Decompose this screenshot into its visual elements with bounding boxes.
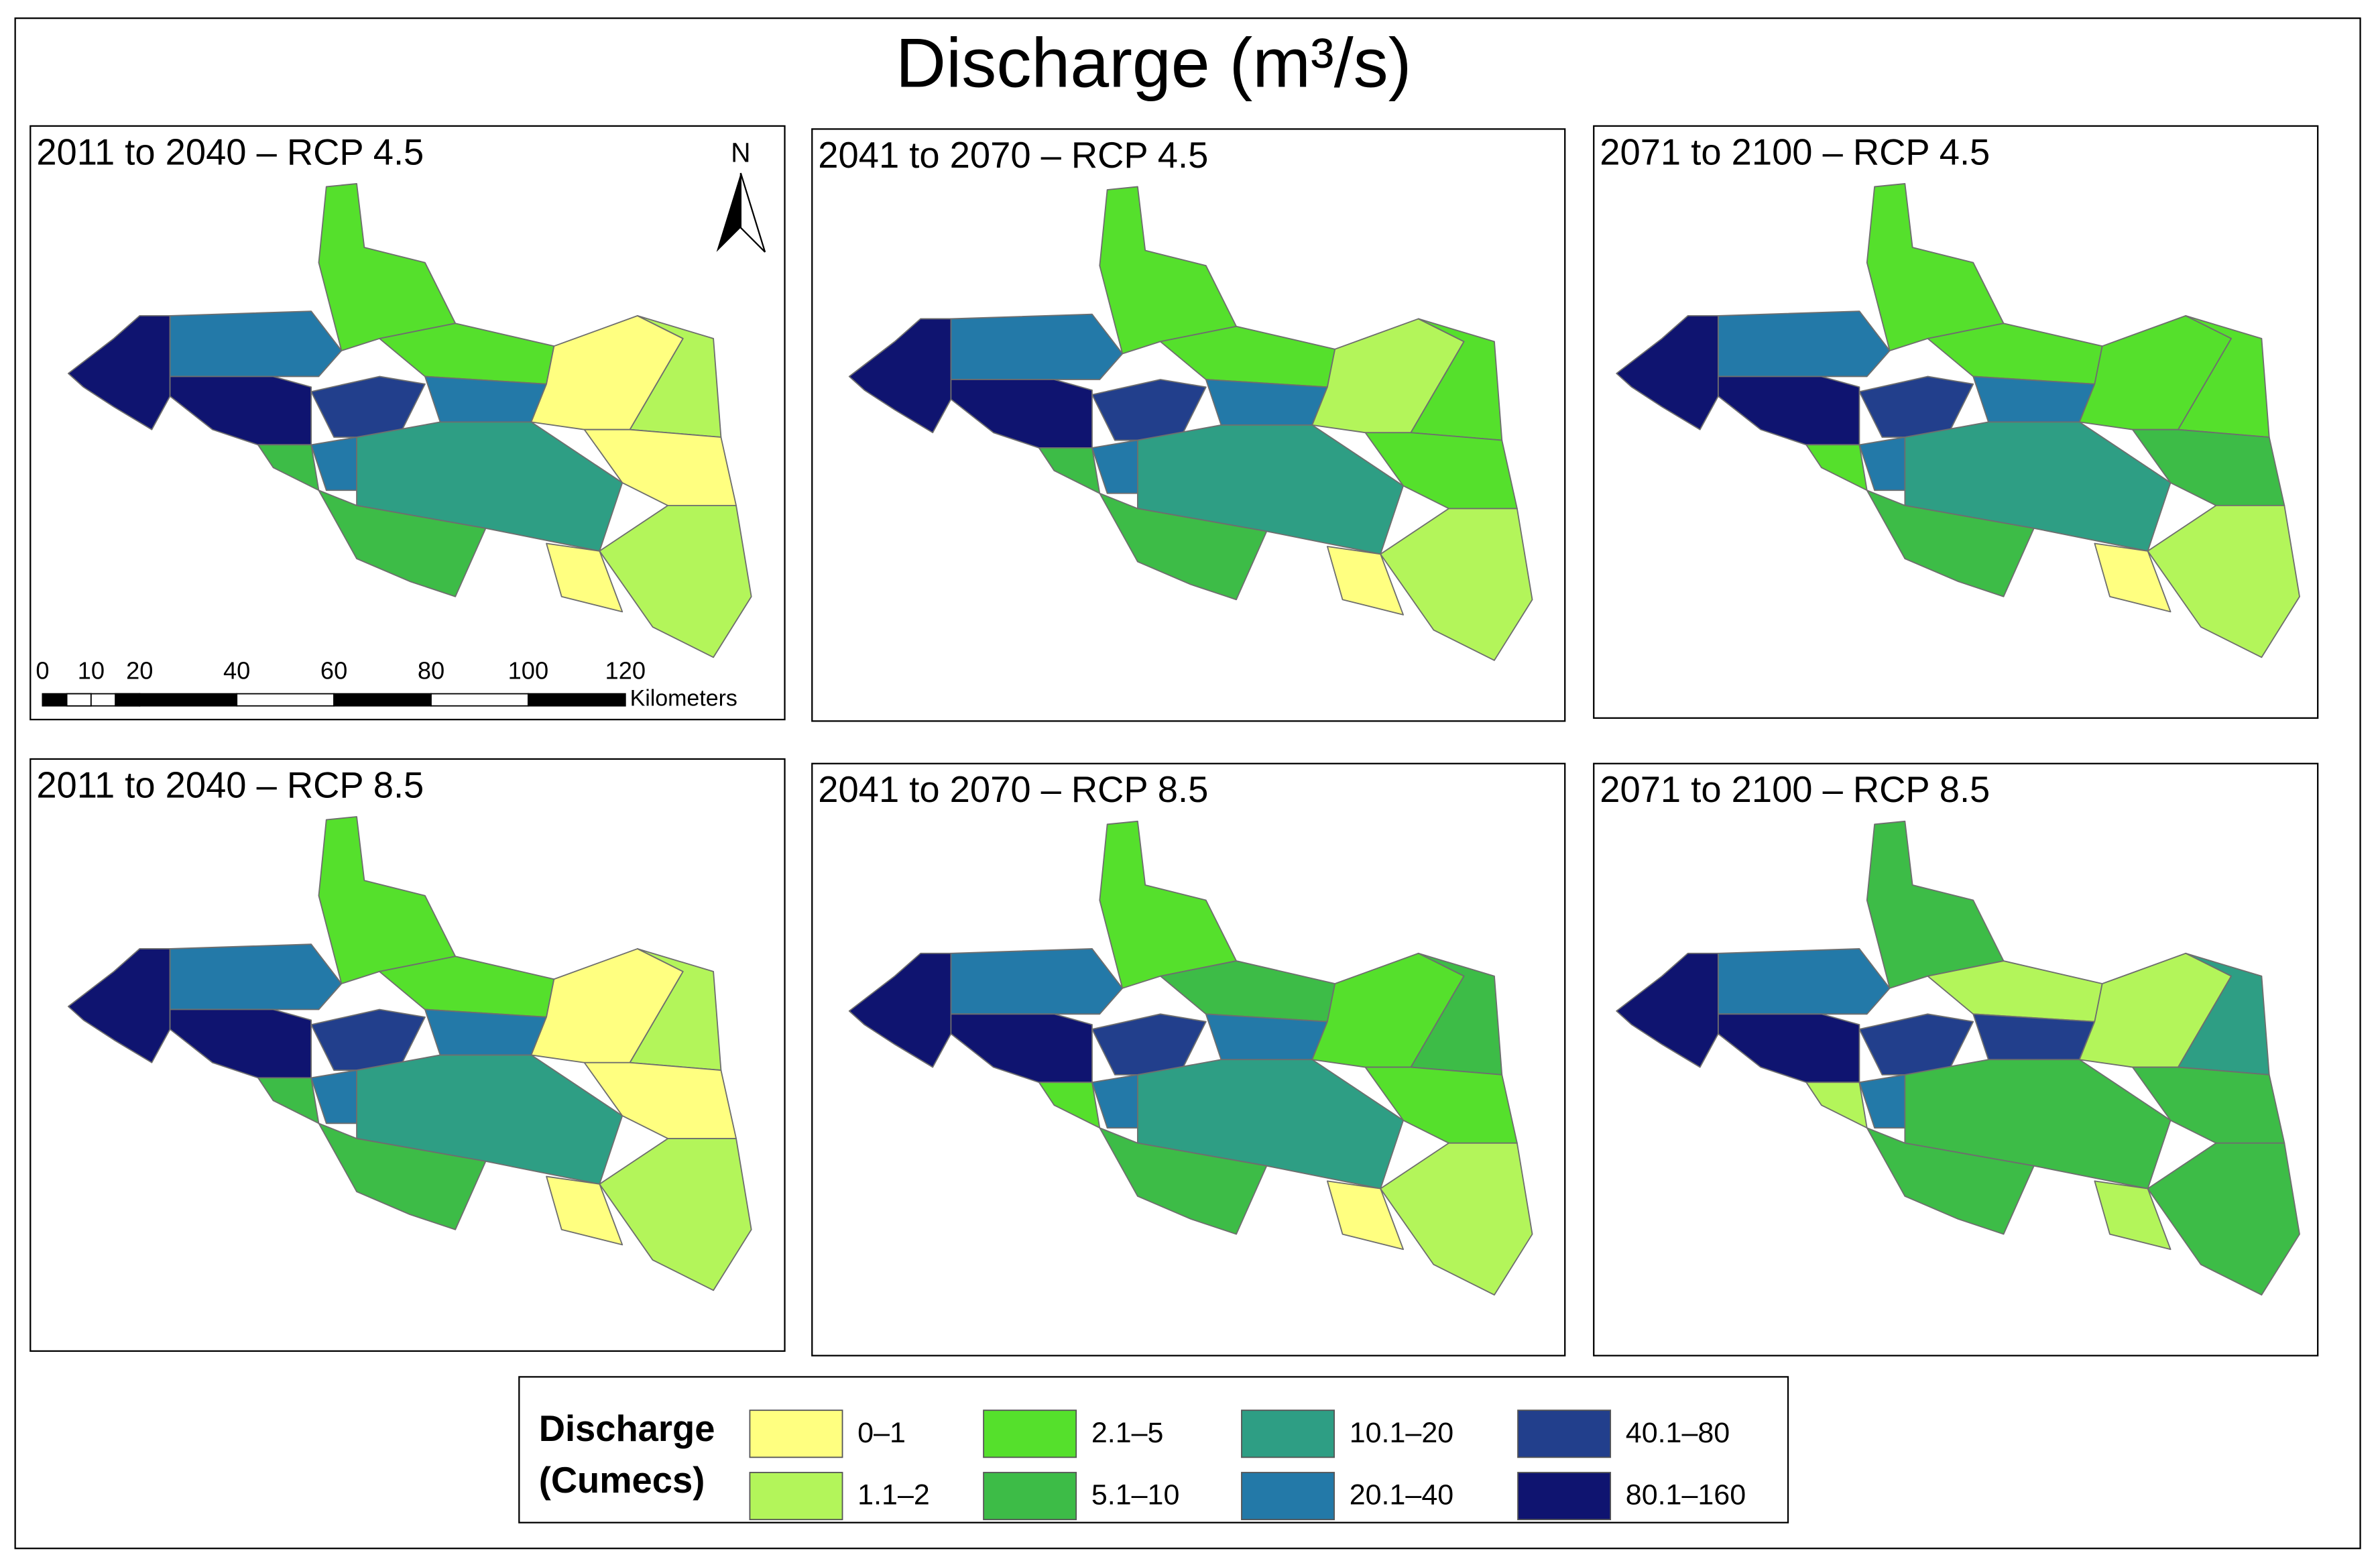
legend-label: 40.1–80 [1626,1417,1730,1449]
sub-basin [1099,1127,1268,1235]
sub-basin [1099,492,1268,601]
legend-label: 2.1–5 [1091,1417,1164,1449]
legend-swatch [983,1409,1077,1458]
sub-basin [950,313,1124,380]
sub-basin [546,1175,623,1246]
legend-swatch [1241,1409,1335,1458]
sub-basin [1717,948,1891,1015]
legend-swatch [983,1472,1077,1521]
sub-basin [424,1008,547,1056]
north-label: N [731,137,750,168]
panel-title: 2041 to 2070 – RCP 4.5 [818,135,1208,176]
scale-tick-label: 0 [36,656,49,684]
legend-label: 10.1–20 [1350,1417,1453,1449]
legend-swatch [749,1472,843,1521]
sub-basin [599,1138,752,1291]
map-panel: 2041 to 2070 – RCP 4.5 [811,128,1566,722]
sub-basin [1866,489,2035,597]
scale-segment [430,693,529,707]
scale-tick-label: 20 [126,656,153,684]
sub-basin [318,1122,487,1230]
legend-swatch [1517,1472,1612,1521]
scale-tick-label: 60 [320,656,347,684]
sub-basin [318,489,487,597]
legend-label: 1.1–2 [857,1479,930,1511]
panel-title: 2011 to 2040 – RCP 8.5 [36,764,424,805]
panel-title: 2071 to 2100 – RCP 8.5 [1600,769,1990,810]
sub-basin [2147,1142,2300,1296]
sub-basin [1972,1013,2096,1061]
sub-basin [2147,504,2300,658]
legend-title: (Cumecs) [539,1460,705,1501]
scale-segment [139,693,238,707]
map-panel: 2011 to 2040 – RCP 8.5 [29,758,786,1352]
sub-basin [1205,1013,1328,1061]
sub-basin [1380,1142,1533,1296]
scale-tick-label: 10 [78,656,105,684]
scale-tick-label: 80 [418,656,444,684]
scale-segment [66,693,92,707]
sub-basin [1972,375,2096,423]
scale-segment [236,693,335,707]
map-panel: 2071 to 2100 – RCP 4.5 [1593,125,2319,719]
sub-basin [2094,1180,2171,1251]
sub-basin [424,375,547,423]
scale-segment [333,693,432,707]
legend-label: 5.1–10 [1091,1479,1180,1511]
legend-label: 20.1–40 [1350,1479,1453,1511]
legend-swatch [749,1409,843,1458]
sub-basin [1866,1127,2035,1235]
scale-segment [115,693,141,707]
scale-unit: Kilometers [630,686,737,711]
map-panel: 2071 to 2100 – RCP 8.5 [1593,762,2319,1356]
map-panel: 2011 to 2040 – RCP 4.5 [29,125,786,721]
legend-title: Discharge [539,1408,715,1449]
sub-basin [169,943,343,1010]
scale-tick-label: 120 [605,656,646,684]
sub-basin [950,948,1124,1015]
sub-basin [1326,1180,1405,1251]
legend-label: 0–1 [857,1417,906,1449]
panel-title: 2041 to 2070 – RCP 8.5 [818,769,1208,810]
panel-title: 2071 to 2100 – RCP 4.5 [1600,131,1990,172]
scale-segment [527,693,626,707]
legend-swatch [1517,1409,1612,1458]
sub-basin [1380,508,1533,661]
scale-tick-label: 100 [508,656,548,684]
sub-basin [169,310,343,378]
sub-basin [599,504,752,658]
sub-basin [1326,546,1405,616]
sub-basin [1717,310,1891,378]
legend-swatch [1241,1472,1335,1521]
figure-title: Discharge (m³/s) [896,24,1411,102]
scale-tick-label: 40 [223,656,250,684]
panel-title: 2011 to 2040 – RCP 4.5 [36,131,424,172]
sub-basin [546,542,623,613]
map-panel: 2041 to 2070 – RCP 8.5 [811,762,1566,1356]
sub-basin [2094,542,2171,613]
legend-label: 80.1–160 [1626,1479,1746,1511]
north-arrow [739,172,766,253]
sub-basin [1205,379,1328,426]
